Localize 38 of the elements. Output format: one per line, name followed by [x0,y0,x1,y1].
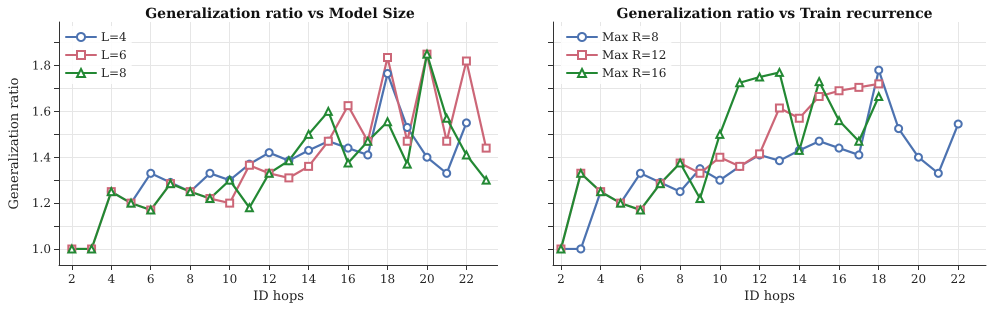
legend-label: L=4 [101,30,128,44]
y-axis-title: Generalization ratio [7,77,22,210]
x-tick-label: 20 [419,272,435,286]
chart-title: Generalization ratio vs Train recurrence [616,6,933,22]
x-tick-label: 4 [596,272,605,286]
x-tick-label: 18 [871,272,886,286]
y-tick-label: 1.0 [32,242,51,256]
x-tick-label: 20 [910,272,926,286]
x-tick-label: 4 [107,272,116,286]
x-tick-label: 12 [752,272,768,286]
legend-label: Max R=16 [602,66,666,80]
y-tick-label: 1.6 [32,104,51,118]
x-tick-label: 22 [950,272,966,286]
x-tick-label: 12 [261,272,277,286]
x-tick-label: 14 [300,272,317,286]
legend-label: Max R=8 [602,30,659,44]
x-axis-title: ID hops [253,289,304,304]
legend-label: Max R=12 [602,48,666,62]
chart-title: Generalization ratio vs Model Size [145,6,415,22]
x-axis-title: ID hops [744,289,795,304]
y-tick-label: 1.4 [32,150,52,164]
x-tick-label: 6 [636,272,644,286]
x-tick-label: 8 [676,272,684,286]
y-tick-label: 1.2 [32,196,51,210]
x-tick-label: 10 [222,272,238,286]
x-tick-label: 16 [831,272,847,286]
x-tick-label: 22 [458,272,474,286]
x-tick-label: 10 [712,272,728,286]
x-tick-label: 14 [792,272,808,286]
x-tick-label: 16 [340,272,356,286]
x-tick-label: 2 [68,272,76,286]
x-tick-label: 2 [557,272,565,286]
x-tick-label: 6 [146,272,155,286]
x-tick-label: 18 [380,272,396,286]
y-tick-label: 1.8 [32,58,51,73]
legend-label: L=8 [101,66,127,80]
legend-label: L=6 [101,48,127,62]
x-tick-label: 8 [186,272,194,286]
